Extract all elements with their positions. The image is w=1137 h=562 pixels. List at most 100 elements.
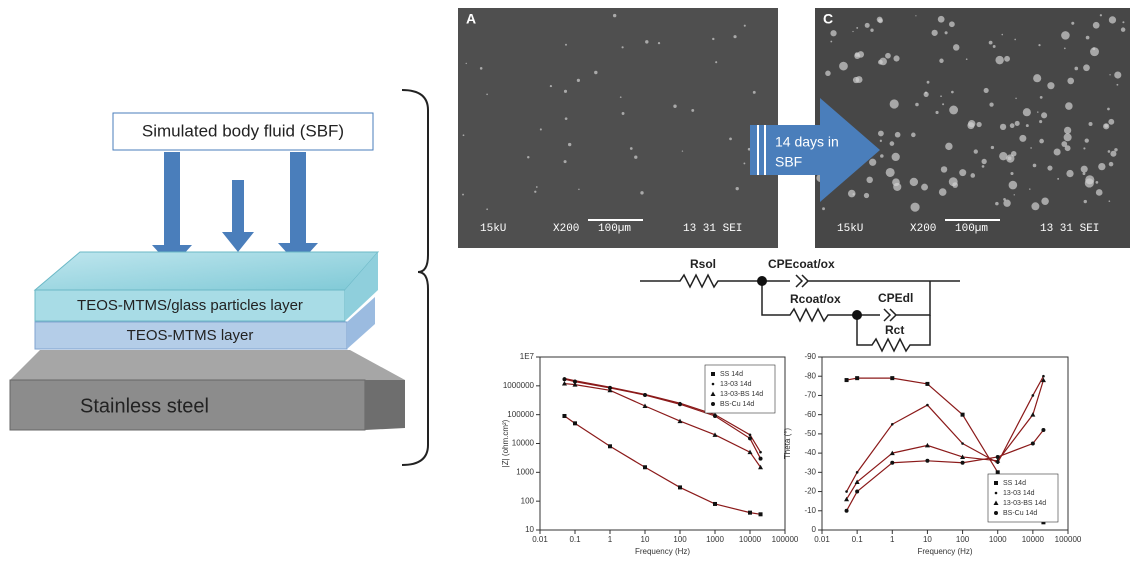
sem-particle (989, 41, 993, 45)
marker (855, 490, 859, 494)
marker (1032, 394, 1035, 397)
sem-particle (1041, 112, 1047, 118)
marker (748, 511, 752, 515)
sem-particle (1030, 147, 1032, 149)
sem-particle (830, 41, 832, 43)
sem-particle (1031, 202, 1039, 210)
x-tick-label: 1000 (989, 535, 1007, 544)
sem-particle (1023, 108, 1031, 116)
sem-particle (927, 81, 930, 84)
sem-particle (1109, 74, 1110, 75)
circuit-label: CPEdl (878, 291, 913, 305)
sem-particle (910, 203, 919, 212)
sem-particle (989, 102, 993, 106)
sem-particle (736, 187, 739, 190)
graphical-abstract: Simulated body fluid (SBF) Stainless ste… (0, 0, 1137, 557)
sem-footer: X200 (910, 223, 936, 235)
sem-particle (1057, 178, 1059, 180)
sem-particle (1009, 181, 1018, 190)
sem-particle (886, 168, 895, 177)
sem-particle (1040, 96, 1043, 99)
sem-particle (1006, 154, 1014, 162)
x-tick-label: 1 (608, 535, 613, 544)
marker (845, 509, 849, 513)
sem-particle (486, 94, 488, 96)
sem-particle (1110, 151, 1116, 157)
circuit-label: CPEcoat/ox (768, 257, 835, 271)
sem-particle (935, 111, 938, 114)
x-tick-label: 10 (923, 535, 932, 544)
sem-particle (1114, 148, 1117, 151)
y-tick-label: 0 (812, 525, 817, 534)
panel-letter: A (466, 11, 476, 27)
marker (678, 485, 682, 489)
marker (995, 492, 998, 495)
sem-particle (1037, 111, 1038, 112)
sem-particle (712, 38, 714, 40)
sem-particle (856, 27, 858, 29)
sem-particle (634, 156, 637, 159)
marker (890, 376, 894, 380)
sem-particle (620, 96, 622, 98)
x-tick-label: 0.01 (814, 535, 830, 544)
sem-particle (893, 55, 899, 61)
sem-particle (949, 21, 955, 27)
marker (608, 386, 612, 390)
sem-particle (733, 35, 736, 38)
sem-particle (970, 173, 975, 178)
sem-particle (1083, 147, 1085, 149)
sem-particle (564, 160, 567, 163)
legend-label: BS-Cu 14d (1003, 510, 1037, 517)
marker (961, 461, 965, 465)
sem-particle (855, 52, 860, 57)
sbf-arrows (152, 152, 318, 267)
sem-particle (1100, 14, 1102, 16)
sem-particle (853, 77, 859, 83)
sem-particle (1019, 135, 1026, 142)
sem-particle (462, 194, 464, 196)
sem-particle (640, 191, 643, 194)
x-tick-label: 100000 (772, 535, 799, 544)
node (852, 310, 862, 320)
marker (749, 434, 752, 437)
sem-particle (527, 156, 529, 158)
sem-particle (486, 208, 488, 210)
steel-side (365, 380, 405, 430)
x-tick-label: 10 (641, 535, 650, 544)
sem-particle (578, 189, 579, 190)
sem-particle (1096, 189, 1103, 196)
sem-particle (1041, 198, 1048, 205)
sem-particle (830, 30, 836, 36)
marker (1031, 442, 1035, 446)
sem-particle (995, 202, 999, 206)
sem-particle (1086, 36, 1090, 40)
sem-particle (1066, 170, 1073, 177)
sem-particle (1047, 82, 1054, 89)
sem-footer: 100µm (598, 223, 631, 235)
sem-particle (1010, 123, 1015, 128)
sbf-label: Simulated body fluid (SBF) (142, 121, 344, 140)
sem-particle (1015, 98, 1016, 99)
sem-particle (1029, 188, 1030, 189)
sem-particle (982, 165, 985, 168)
sem-particle (658, 42, 660, 44)
x-tick-label: 0.1 (569, 535, 581, 544)
y-tick-label: 1000000 (503, 381, 535, 390)
sem-particle (565, 117, 568, 120)
sem-particle (1003, 200, 1010, 207)
sem-particle (915, 103, 919, 107)
sem-particle (1092, 47, 1095, 50)
circuit-label: Rct (885, 323, 904, 337)
sem-particle (959, 169, 966, 176)
sem-particle (463, 134, 465, 136)
sem-particle (932, 30, 938, 36)
sem-particle (1109, 200, 1111, 202)
sem-particle (673, 105, 676, 108)
sem-particle (839, 62, 848, 71)
sem-particle (895, 132, 901, 138)
marker (759, 457, 763, 461)
sem-particle (910, 178, 918, 186)
legend-label: 13-03-BS 14d (720, 391, 763, 398)
sem-particle (1121, 27, 1126, 32)
sem-particle (1067, 78, 1074, 85)
